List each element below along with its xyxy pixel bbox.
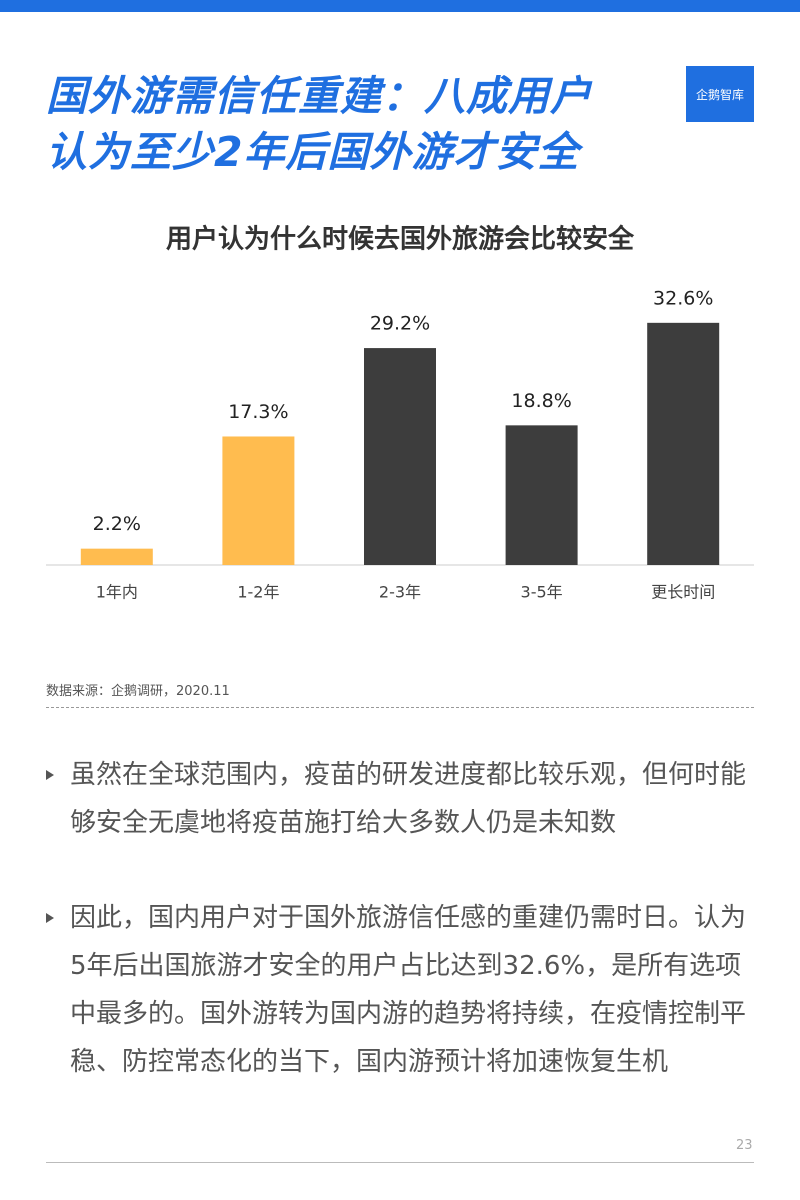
bar bbox=[505, 425, 578, 565]
chart: 用户认为什么时候去国外旅游会比较安全 1年内 2.2% 1-2年 17.3% 2-3年 2… bbox=[46, 224, 754, 602]
value-label: 17.3% bbox=[228, 401, 288, 423]
title-line: 国外游需信任重建：八成用户 bbox=[46, 72, 592, 120]
bullet: 虽然在全球范围内，疫苗的研发进度都比较乐观，但何时能够安全无虞地将疫苗施打给大多… bbox=[46, 751, 746, 847]
divider bbox=[46, 707, 754, 708]
chart-title: 用户认为什么时候去国外旅游会比较安全 bbox=[166, 224, 635, 255]
x-tick-label: 1-2年 bbox=[237, 583, 279, 602]
title-line: 认为至少2年后国外游才安全 bbox=[46, 128, 580, 176]
x-tick-label: 2-3年 bbox=[379, 583, 421, 602]
value-label: 18.8% bbox=[511, 390, 571, 412]
page-number: 23 bbox=[736, 1138, 753, 1153]
value-label: 29.2% bbox=[370, 313, 430, 335]
footer-line bbox=[46, 1162, 754, 1163]
x-tick-label: 更长时间 bbox=[651, 583, 715, 602]
top-bar bbox=[0, 0, 800, 12]
logo: 企鹅智库 bbox=[686, 66, 754, 122]
bar bbox=[80, 548, 153, 565]
source: 数据来源：企鹅调研，2020.11 bbox=[46, 684, 230, 699]
page-title: 国外游需信任重建：八成用户 认为至少2年后国外游才安全 bbox=[46, 68, 592, 180]
value-label: 2.2% bbox=[93, 513, 141, 535]
bar bbox=[647, 322, 720, 565]
bar bbox=[222, 436, 295, 565]
x-tick-label: 3-5年 bbox=[521, 583, 563, 602]
value-label: 32.6% bbox=[653, 287, 713, 309]
bar bbox=[364, 348, 436, 565]
x-tick-label: 1年内 bbox=[96, 583, 138, 602]
bullet: 因此，国内用户对于国外旅游信任感的重建仍需时日。认为5年后出国旅游才安全的用户占… bbox=[46, 894, 746, 1086]
